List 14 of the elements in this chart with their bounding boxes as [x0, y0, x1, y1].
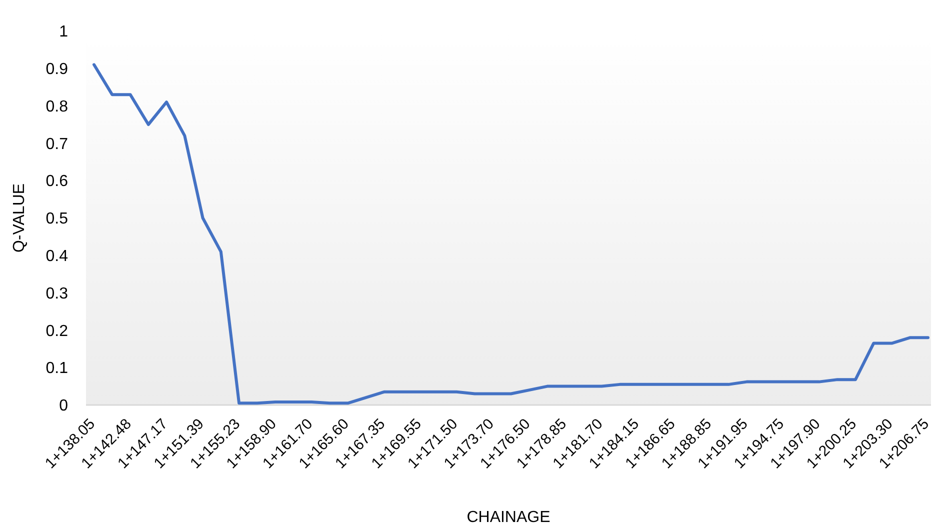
y-tick-label: 0.2	[46, 322, 68, 340]
y-tick-label: 0.9	[46, 61, 68, 78]
y-tick-label: 0.5	[46, 210, 68, 228]
y-tick-label: 0.8	[46, 98, 68, 116]
y-tick-label: 0.3	[46, 285, 68, 302]
y-tick-label: 0	[59, 398, 68, 415]
y-tick-label: 1	[59, 24, 68, 41]
y-tick-label: 0.4	[46, 248, 68, 265]
y-tick-label: 0.6	[46, 173, 68, 190]
x-axis-title: CHAINAGE	[466, 509, 550, 526]
line-series	[92, 63, 930, 405]
y-tick-label: 0.7	[46, 136, 68, 153]
y-tick-label: 0.1	[46, 360, 68, 378]
y-axis-title: Q-VALUE	[11, 183, 28, 253]
